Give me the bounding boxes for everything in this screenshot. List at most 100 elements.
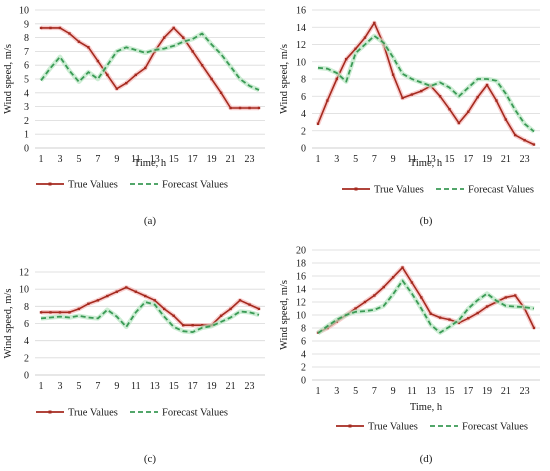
data-point	[125, 81, 128, 85]
x-tick-label: 17	[188, 154, 198, 165]
legend-label-forecast: Forecast Values	[462, 422, 528, 433]
y-tick-label: 8	[301, 75, 306, 86]
legend-label-forecast: Forecast Values	[162, 180, 228, 191]
y-tick-label: 7	[24, 47, 29, 58]
legend-label-forecast: Forecast Values	[162, 408, 228, 419]
x-tick-label: 23	[245, 154, 255, 165]
data-point	[429, 312, 432, 315]
data-point	[58, 311, 62, 314]
y-tick-label: 6	[301, 337, 306, 348]
data-point	[115, 290, 119, 293]
data-point	[49, 311, 52, 314]
x-tick-label: 23	[520, 154, 530, 165]
data-point	[354, 47, 357, 51]
data-point	[219, 91, 223, 94]
series-glow-true	[41, 25, 259, 111]
y-tick-label: 0	[301, 144, 306, 155]
y-tick-label: 10	[296, 57, 306, 68]
panel-label: (d)	[420, 453, 433, 465]
y-tick-label: 4	[301, 350, 306, 361]
data-point	[354, 307, 357, 310]
data-point	[238, 106, 242, 110]
data-point	[39, 26, 43, 30]
y-tick-label: 2	[301, 126, 306, 137]
y-tick-label: 2	[24, 353, 29, 364]
y-tick-label: 4	[301, 109, 306, 120]
data-point	[58, 26, 62, 30]
x-axis-title: Time, h	[134, 158, 167, 169]
y-tick-label: 10	[19, 285, 29, 296]
data-point	[467, 110, 470, 113]
data-point	[210, 77, 213, 81]
x-tick-label: 11	[407, 154, 417, 165]
legend-label-true: True Values	[374, 185, 424, 196]
x-tick-label: 13	[150, 154, 160, 165]
x-tick-label: 3	[57, 381, 62, 392]
data-point	[420, 296, 423, 299]
x-tick-label: 15	[169, 381, 179, 392]
data-point	[125, 286, 128, 289]
x-tick-label: 17	[463, 386, 473, 397]
data-point	[163, 307, 166, 311]
x-tick-label: 17	[463, 154, 473, 165]
data-point	[420, 89, 423, 93]
x-tick-label: 13	[150, 381, 160, 392]
x-tick-label: 9	[391, 154, 396, 165]
data-point	[391, 73, 395, 76]
data-point	[229, 307, 232, 311]
data-point	[476, 95, 479, 99]
x-tick-label: 7	[372, 154, 377, 165]
x-tick-label: 15	[169, 154, 179, 165]
x-tick-label: 5	[353, 386, 358, 397]
series-line-forecast-values	[317, 279, 535, 334]
y-tick-label: 10	[19, 6, 29, 17]
series-line-forecast-values	[40, 301, 260, 334]
data-point	[335, 77, 338, 81]
y-tick-label: 2	[24, 116, 29, 127]
data-point	[77, 307, 81, 311]
y-tick-label: 16	[296, 272, 306, 283]
y-tick-label: 9	[24, 19, 29, 30]
y-tick-label: 6	[24, 61, 29, 72]
y-tick-label: 4	[24, 88, 29, 99]
x-tick-label: 1	[39, 381, 44, 392]
series-line-forecast-values	[317, 35, 535, 133]
data-point	[68, 32, 71, 35]
data-point	[229, 106, 232, 110]
y-tick-label: 6	[301, 92, 306, 103]
data-point	[485, 305, 489, 308]
y-tick-label: 16	[296, 6, 306, 17]
y-tick-label: 0	[301, 376, 306, 387]
y-tick-label: 6	[24, 319, 29, 330]
data-point	[438, 316, 442, 319]
x-tick-label: 3	[57, 154, 62, 165]
legend: True Values Forecast Values	[36, 180, 228, 191]
data-point	[257, 106, 261, 110]
data-point	[373, 21, 376, 25]
y-tick-label: 1	[24, 130, 29, 141]
data-point	[163, 36, 166, 39]
x-tick-label: 9	[114, 154, 119, 165]
x-tick-label: 19	[482, 386, 492, 397]
y-tick-label: 3	[24, 102, 29, 113]
data-point	[257, 307, 261, 311]
panel-label: (c)	[144, 453, 157, 465]
y-tick-label: 12	[296, 40, 306, 51]
y-tick-label: 8	[24, 302, 29, 313]
data-point	[144, 294, 147, 298]
data-point	[476, 311, 479, 315]
x-tick-label: 5	[76, 381, 81, 392]
data-point	[373, 294, 376, 297]
x-tick-label: 7	[95, 154, 100, 165]
x-tick-label: 13	[426, 386, 436, 397]
data-point	[504, 118, 508, 121]
x-axis-title: Time, h	[410, 402, 443, 413]
data-point	[172, 314, 175, 317]
legend-label-forecast: Forecast Values	[468, 185, 534, 196]
x-axis-title: Time, h	[410, 158, 443, 169]
data-point	[485, 83, 489, 87]
x-tick-label: 19	[207, 154, 217, 165]
x-tick-label: 23	[245, 381, 255, 392]
